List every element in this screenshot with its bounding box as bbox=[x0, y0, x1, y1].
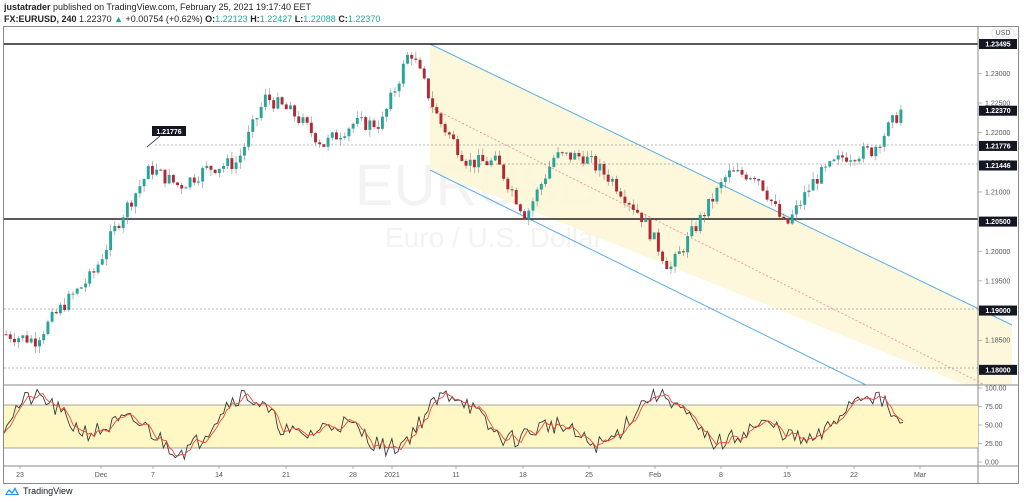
tradingview-logo[interactable]: TradingView bbox=[4, 486, 73, 496]
published-text: published on TradingView.com, February 2… bbox=[53, 2, 312, 12]
up-arrow-icon: ▲ bbox=[114, 14, 124, 24]
svg-text:1.19000: 1.19000 bbox=[985, 308, 1010, 315]
svg-text:1.18000: 1.18000 bbox=[985, 367, 1010, 374]
high-value: 1.22427 bbox=[259, 14, 293, 24]
svg-text:7: 7 bbox=[151, 472, 155, 479]
svg-text:28: 28 bbox=[349, 472, 357, 479]
stoch-k-line bbox=[3, 387, 904, 461]
svg-text:1.22370: 1.22370 bbox=[985, 108, 1010, 115]
time-axis[interactable]: 23 Dec 7 14 21 28 2021 11 18 25 Feb 8 15 22 Mar bbox=[16, 466, 927, 479]
svg-text:1.20000: 1.20000 bbox=[985, 249, 1010, 256]
svg-text:21: 21 bbox=[282, 472, 290, 479]
close-value: 1.22370 bbox=[347, 14, 381, 24]
svg-text:15: 15 bbox=[783, 472, 791, 479]
brand-name: TradingView bbox=[23, 486, 73, 496]
price-axis[interactable]: USD 1.230001.225001.220001.215001.210001… bbox=[978, 28, 1017, 467]
svg-text:1.21000: 1.21000 bbox=[985, 189, 1010, 196]
last-price: 1.22370 bbox=[79, 14, 112, 24]
svg-text:22: 22 bbox=[850, 472, 858, 479]
svg-text:1.22000: 1.22000 bbox=[985, 130, 1010, 137]
stoch-d-line bbox=[3, 391, 904, 457]
svg-text:1.21776: 1.21776 bbox=[156, 129, 181, 136]
open-value: 1.22123 bbox=[215, 14, 248, 24]
svg-text:11: 11 bbox=[452, 472, 459, 479]
svg-text:2021: 2021 bbox=[384, 472, 400, 479]
svg-text:75.00: 75.00 bbox=[985, 404, 1003, 411]
price-candles bbox=[4, 52, 903, 354]
price-change: +0.00754 (+0.62%) bbox=[125, 14, 203, 24]
price-callout[interactable]: 1.21776 bbox=[146, 126, 186, 148]
svg-text:25.00: 25.00 bbox=[985, 441, 1003, 448]
symbol-legend: FX:EURUSD, 240 1.22370 ▲ +0.00754 (+0.62… bbox=[4, 14, 381, 24]
publish-info: justatrader published on TradingView.com… bbox=[4, 2, 311, 12]
svg-text:1.22500: 1.22500 bbox=[985, 101, 1010, 108]
svg-text:Feb: Feb bbox=[649, 472, 661, 479]
channel-lower-line[interactable] bbox=[429, 169, 867, 386]
svg-text:1.21776: 1.21776 bbox=[985, 143, 1010, 150]
svg-text:1.23495: 1.23495 bbox=[985, 42, 1010, 49]
chart-frame bbox=[3, 26, 1019, 484]
watermark-name: Euro / U.S. Dollar bbox=[385, 222, 603, 253]
svg-text:0.00: 0.00 bbox=[985, 460, 999, 467]
author-name[interactable]: justatrader bbox=[4, 2, 51, 12]
svg-text:1.21446: 1.21446 bbox=[985, 163, 1010, 170]
svg-text:1.19500: 1.19500 bbox=[985, 278, 1010, 285]
svg-text:18: 18 bbox=[519, 472, 527, 479]
tradingview-cloud-icon bbox=[5, 487, 19, 495]
channel-fill bbox=[430, 44, 1012, 385]
svg-text:25: 25 bbox=[585, 472, 593, 479]
channel-median-line[interactable] bbox=[429, 106, 986, 386]
svg-text:100.00: 100.00 bbox=[985, 386, 1007, 393]
svg-text:23: 23 bbox=[16, 472, 24, 479]
svg-text:1.18500: 1.18500 bbox=[985, 338, 1010, 345]
low-value: 1.22088 bbox=[303, 14, 336, 24]
currency-label: USD bbox=[996, 30, 1011, 37]
svg-text:8: 8 bbox=[719, 472, 723, 479]
svg-text:14: 14 bbox=[215, 472, 223, 479]
svg-text:Dec: Dec bbox=[95, 472, 108, 479]
svg-text:1.20500: 1.20500 bbox=[985, 219, 1010, 226]
svg-text:Mar: Mar bbox=[914, 472, 927, 479]
svg-text:50.00: 50.00 bbox=[985, 423, 1003, 430]
symbol-label: FX:EURUSD, 240 bbox=[4, 14, 77, 24]
svg-text:1.23000: 1.23000 bbox=[985, 71, 1010, 78]
